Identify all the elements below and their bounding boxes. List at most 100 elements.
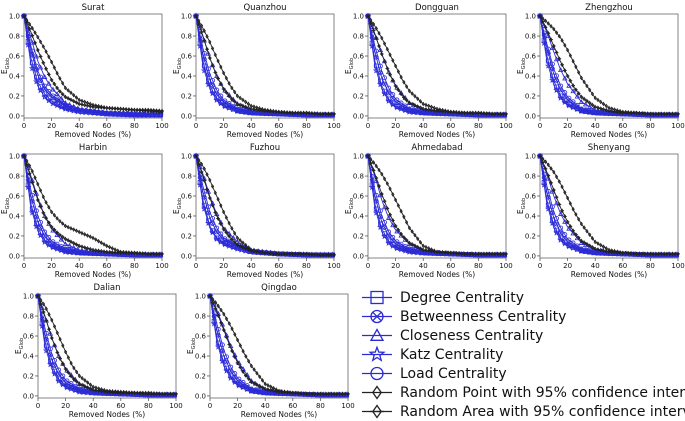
- data-point-diamond: [313, 391, 317, 397]
- data-point-diamond: [429, 248, 434, 254]
- plot-frame: [195, 13, 335, 119]
- data-point-diamond: [110, 390, 115, 395]
- x-tick-label: 40: [591, 262, 600, 270]
- data-point-diamond: [157, 251, 161, 257]
- subplot-title: Fuzhou: [250, 143, 280, 153]
- data-point-diamond: [648, 251, 653, 257]
- data-point: [549, 166, 553, 171]
- data-point: [377, 223, 384, 231]
- data-point: [61, 221, 65, 226]
- data-point-diamond: [332, 391, 336, 397]
- data-point-diamond: [496, 111, 500, 117]
- data-point-diamond: [329, 391, 334, 397]
- data-point-diamond: [135, 390, 139, 396]
- data-point: [573, 245, 581, 253]
- x-tick-label: 100: [327, 122, 340, 130]
- data-point-diamond: [371, 168, 376, 173]
- data-point: [573, 87, 578, 93]
- y-axis-label-subscript: Glob: [521, 58, 527, 70]
- data-point: [396, 203, 400, 208]
- data-point: [35, 197, 40, 203]
- data-point-diamond: [385, 206, 389, 211]
- data-point: [263, 386, 268, 392]
- data-point-diamond: [302, 110, 306, 116]
- data-point: [585, 228, 589, 234]
- data-point: [601, 248, 606, 254]
- y-axis-label-main: E: [186, 349, 195, 354]
- data-point: [58, 218, 62, 224]
- legend-item: Closeness Centrality: [360, 326, 543, 345]
- y-tick-label: 1.0: [195, 293, 206, 301]
- y-tick-label: 0.6: [181, 193, 193, 201]
- data-point: [621, 109, 625, 115]
- data-point: [34, 63, 39, 69]
- data-point: [30, 180, 35, 185]
- data-point: [44, 306, 48, 312]
- subplot-title: Ahmedabad: [411, 143, 462, 153]
- series-katz-centrality: [364, 12, 508, 118]
- data-point-diamond: [121, 250, 125, 256]
- y-tick-label: 0.2: [9, 232, 20, 240]
- data-point-diamond: [244, 373, 248, 378]
- data-point-diamond: [107, 105, 112, 111]
- series-closeness-centrality: [537, 13, 680, 117]
- data-point: [593, 95, 597, 101]
- data-point: [63, 94, 68, 100]
- data-point-diamond: [160, 108, 164, 114]
- data-point: [58, 356, 62, 361]
- data-point: [39, 305, 45, 311]
- data-point: [369, 156, 373, 162]
- data-point: [369, 31, 375, 37]
- data-point: [213, 306, 218, 312]
- data-point: [562, 90, 568, 95]
- data-point-diamond: [623, 110, 628, 116]
- data-point: [208, 177, 212, 183]
- data-point: [66, 224, 70, 230]
- data-point: [210, 300, 215, 305]
- data-point-diamond: [47, 220, 51, 225]
- data-point: [566, 82, 572, 88]
- data-point: [121, 249, 125, 255]
- data-point: [596, 241, 600, 246]
- data-point-diamond: [290, 110, 295, 116]
- data-point-diamond: [593, 104, 597, 110]
- data-point: [577, 216, 581, 222]
- data-point: [373, 48, 379, 54]
- data-point: [372, 67, 380, 74]
- y-axis-label-main: E: [0, 69, 9, 74]
- data-point-diamond: [211, 300, 215, 305]
- data-point-diamond: [154, 251, 159, 257]
- data-point: [38, 39, 43, 45]
- data-point: [33, 222, 40, 230]
- data-point-cross: [233, 375, 237, 379]
- data-point: [557, 33, 561, 39]
- x-tick-label: 20: [563, 262, 572, 270]
- y-tick-label: 0.4: [181, 212, 193, 220]
- data-point: [582, 96, 587, 102]
- data-point: [224, 316, 229, 322]
- data-point: [83, 107, 89, 112]
- data-point: [216, 303, 220, 309]
- y-axis-label-subscript: Glob: [5, 198, 11, 210]
- data-point: [85, 385, 90, 390]
- data-point-diamond: [393, 223, 398, 229]
- data-point-diamond: [668, 251, 672, 257]
- data-point: [372, 209, 380, 216]
- data-point: [574, 64, 578, 70]
- data-point: [41, 210, 46, 216]
- data-point: [196, 161, 201, 167]
- data-point: [72, 365, 76, 371]
- data-point-diamond: [443, 109, 447, 114]
- data-point: [369, 174, 375, 179]
- data-point-diamond: [244, 104, 248, 110]
- x-tick-label: 60: [618, 262, 627, 270]
- data-point: [235, 242, 240, 248]
- data-point: [57, 246, 65, 254]
- data-point-diamond: [52, 227, 56, 233]
- data-point-diamond: [369, 20, 373, 26]
- data-point: [371, 28, 376, 33]
- data-point: [599, 99, 603, 105]
- data-point: [202, 178, 207, 183]
- data-point-diamond: [94, 248, 98, 253]
- data-point-diamond: [588, 100, 592, 106]
